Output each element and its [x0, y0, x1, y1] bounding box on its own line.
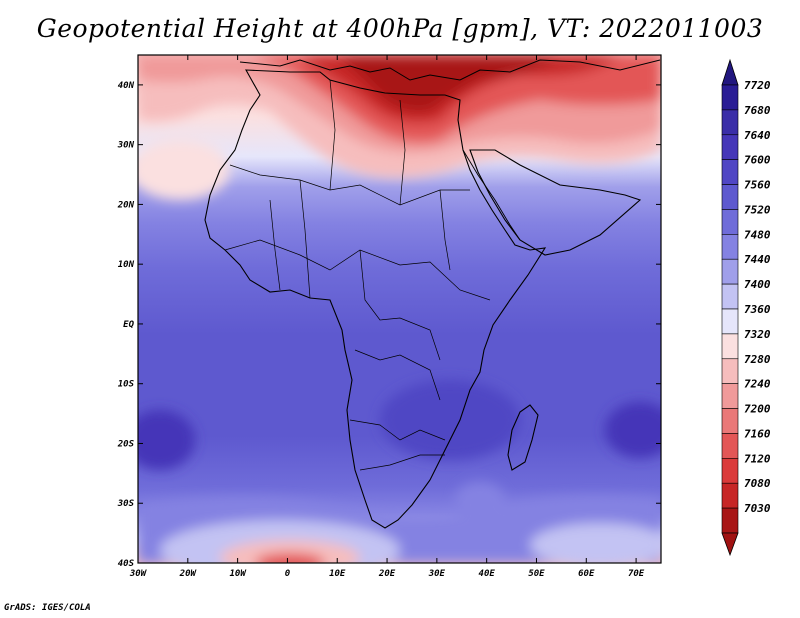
height-field [138, 55, 661, 563]
colorbar-swatch [721, 258, 739, 285]
lon-axis: 30W 20W 10W 0 10E 20E 30E 40E 50E 60E 70E [129, 55, 645, 579]
lat-tick-label: 20N [117, 200, 135, 210]
lon-tick-label: 70E [628, 569, 645, 579]
colorbar-swatch [721, 433, 739, 459]
colorbar-swatch [721, 134, 739, 160]
lon-tick-label: 10W [229, 569, 247, 579]
colorbar-label: 7560 [744, 179, 771, 192]
colorbar-swatch [721, 283, 739, 310]
colorbar-label: 7480 [744, 228, 771, 241]
colorbar-swatch [721, 159, 739, 185]
colorbar-swatch [721, 209, 739, 235]
lon-tick-label: 20W [179, 569, 198, 579]
lon-tick-label: 0 [285, 569, 291, 579]
colorbar-label: 7400 [744, 278, 771, 291]
colorbar-top-arrow [721, 58, 739, 86]
colorbar-swatch [721, 333, 739, 360]
africa-coastline [204, 69, 547, 529]
lon-tick-label: 30W [129, 569, 148, 579]
lat-tick-label: 10N [118, 260, 135, 270]
colorbar-label: 7080 [744, 477, 771, 490]
colorbar-label: 7440 [744, 253, 771, 266]
europe-coastline [239, 59, 661, 81]
colorbar-label: 7280 [744, 353, 771, 366]
colorbar-swatch [721, 408, 739, 434]
colorbar-label: 7200 [744, 403, 771, 416]
madagascar-coastline [507, 404, 539, 471]
colorbar-label: 7520 [744, 203, 771, 216]
lon-tick-label: 10E [329, 569, 346, 579]
colorbar-label: 7360 [744, 303, 771, 316]
colorbar-swatch [721, 308, 739, 335]
colorbar-label: 7240 [744, 378, 771, 391]
colorbar-label: 7640 [744, 129, 771, 142]
colorbar-label: 7160 [744, 427, 771, 440]
colorbar-label: 7600 [744, 154, 771, 167]
lat-tick-label: 40N [118, 81, 135, 91]
colorbar-label: 7680 [744, 104, 771, 117]
lon-tick-label: 40E [479, 569, 496, 579]
colorbar-label: 7320 [744, 328, 771, 341]
lat-tick-label: EQ [123, 320, 134, 330]
colorbar-label: 7720 [744, 79, 771, 92]
map-frame [137, 54, 662, 564]
lon-tick-label: 20E [378, 569, 396, 579]
lat-tick-label: 40S [118, 559, 135, 569]
country-borders [224, 79, 491, 471]
red-sea [462, 149, 521, 241]
lat-tick-label: 30N [117, 141, 135, 151]
colorbar-swatch [721, 184, 739, 210]
map-title: Geopotential Height at 400hPa [gpm], VT:… [36, 14, 764, 43]
arabia-coastline [469, 149, 642, 256]
lat-tick-label: 30S [117, 499, 135, 509]
lat-axis: 40N 30N 20N 10N EQ 10S 20S 30S 40S [117, 81, 661, 569]
colorbar-swatch [721, 109, 739, 136]
lat-tick-label: 20S [117, 439, 135, 449]
colorbar-swatch [721, 507, 739, 534]
colorbar-swatch [721, 383, 739, 409]
colorbar-swatch [721, 358, 739, 384]
grads-credit: GrADS: IGES/COLA [4, 603, 91, 613]
colorbar-swatch [721, 84, 739, 111]
colorbar-swatch [721, 482, 739, 509]
colorbar-label: 7030 [744, 502, 771, 515]
lat-tick-label: 10S [118, 380, 135, 390]
colorbar-swatch [721, 234, 739, 260]
lon-tick-label: 60E [578, 569, 595, 579]
colorbar-label: 7120 [744, 452, 771, 465]
colorbar-swatch [721, 458, 739, 484]
colorbar-bottom-arrow [721, 532, 739, 557]
lon-tick-label: 30E [428, 569, 446, 579]
colorbar: 7720 7680 7640 7600 7560 7520 7480 7440 7400 7360… [721, 58, 771, 557]
lon-tick-label: 50E [528, 569, 545, 579]
